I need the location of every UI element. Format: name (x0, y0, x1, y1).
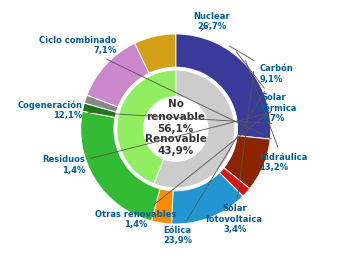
Wedge shape (172, 173, 243, 224)
Text: Eólica
23,9%: Eólica 23,9% (163, 91, 265, 245)
Text: Renovable
43,9%: Renovable 43,9% (145, 134, 207, 156)
Wedge shape (81, 111, 160, 221)
Wedge shape (176, 34, 271, 139)
Text: Hidráulica
13,2%: Hidráulica 13,2% (245, 61, 308, 172)
Wedge shape (219, 168, 250, 196)
Wedge shape (135, 34, 176, 73)
Text: Residuos
1,4%: Residuos 1,4% (43, 113, 271, 175)
Text: Ciclo combinado
7,1%: Ciclo combinado 7,1% (39, 36, 272, 139)
Wedge shape (224, 136, 270, 189)
Wedge shape (117, 70, 176, 184)
Wedge shape (154, 70, 234, 188)
Text: Otras renovables
1,4%: Otras renovables 1,4% (95, 111, 271, 229)
Text: Cogeneración
12,1%: Cogeneración 12,1% (18, 100, 272, 123)
Wedge shape (84, 95, 118, 112)
Text: Solar
térmica
1,7%: Solar térmica 1,7% (237, 52, 298, 123)
Wedge shape (87, 43, 149, 107)
Circle shape (144, 97, 208, 161)
Text: Carbón
9,1%: Carbón 9,1% (229, 46, 293, 84)
Wedge shape (152, 189, 173, 224)
Wedge shape (82, 103, 116, 117)
Text: No
renovable
56,1%: No renovable 56,1% (146, 99, 205, 134)
Text: Nuclear
26,7%: Nuclear 26,7% (194, 12, 230, 31)
Text: Solar
fotovoltaica
3,4%: Solar fotovoltaica 3,4% (206, 71, 263, 234)
